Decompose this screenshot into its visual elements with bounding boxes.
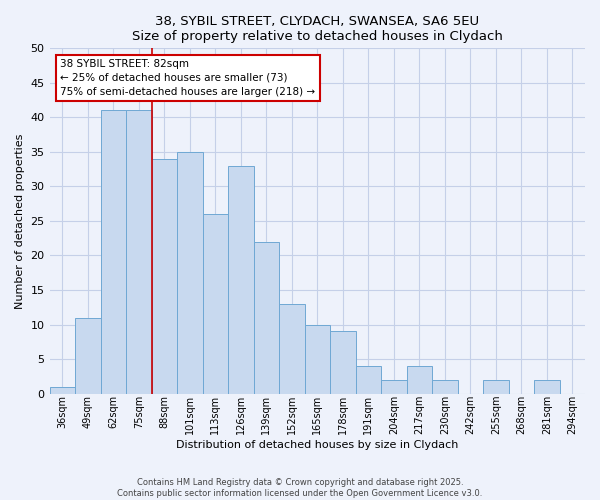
Y-axis label: Number of detached properties: Number of detached properties: [15, 134, 25, 308]
Title: 38, SYBIL STREET, CLYDACH, SWANSEA, SA6 5EU
Size of property relative to detache: 38, SYBIL STREET, CLYDACH, SWANSEA, SA6 …: [132, 15, 503, 43]
Bar: [126, 110, 152, 394]
Bar: [177, 152, 203, 394]
Bar: [50, 386, 75, 394]
Bar: [330, 332, 356, 394]
Text: Contains HM Land Registry data © Crown copyright and database right 2025.
Contai: Contains HM Land Registry data © Crown c…: [118, 478, 482, 498]
Bar: [279, 304, 305, 394]
Text: 38 SYBIL STREET: 82sqm
← 25% of detached houses are smaller (73)
75% of semi-det: 38 SYBIL STREET: 82sqm ← 25% of detached…: [60, 58, 316, 96]
Bar: [534, 380, 560, 394]
Bar: [356, 366, 381, 394]
Bar: [432, 380, 458, 394]
Bar: [228, 166, 254, 394]
Bar: [407, 366, 432, 394]
Bar: [203, 214, 228, 394]
Bar: [254, 242, 279, 394]
Bar: [75, 318, 101, 394]
Bar: [305, 324, 330, 394]
X-axis label: Distribution of detached houses by size in Clydach: Distribution of detached houses by size …: [176, 440, 458, 450]
Bar: [101, 110, 126, 394]
Bar: [381, 380, 407, 394]
Bar: [483, 380, 509, 394]
Bar: [152, 159, 177, 394]
